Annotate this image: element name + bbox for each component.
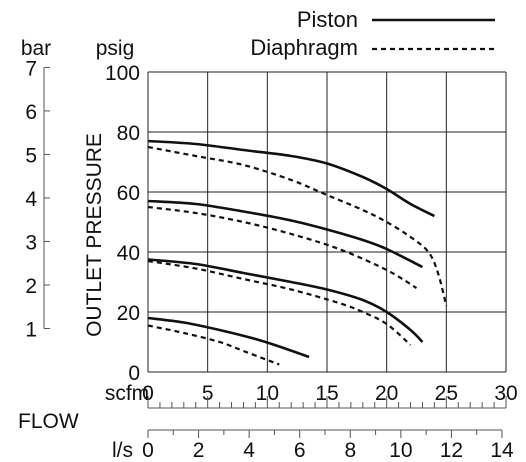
x-tick-label-scfm: 10 <box>256 382 279 405</box>
x-tick-label-scfm: 0 <box>142 382 154 405</box>
series-line-piston <box>147 316 310 359</box>
y-tick-label-psig: 40 <box>117 242 140 265</box>
x-tick-label-ls: 8 <box>344 439 356 462</box>
x-tick-label-ls: 6 <box>294 439 306 462</box>
legend-label-piston: Piston <box>297 7 358 32</box>
y-tick-label-bar: 4 <box>25 188 37 211</box>
x-tick-label-scfm: 15 <box>315 382 338 405</box>
y-tick-label-psig: 80 <box>117 122 140 145</box>
x-tick-label-scfm: 20 <box>375 382 398 405</box>
x-tick-label-ls: 2 <box>193 439 205 462</box>
y-tick-label-bar: 6 <box>25 101 37 124</box>
series-line-diaphragm <box>147 324 280 366</box>
x-tick-label-scfm: 5 <box>202 382 214 405</box>
x-axis-title: FLOW <box>18 410 79 433</box>
y-tick-label-bar: 3 <box>25 231 37 254</box>
legend-label-diaphragm: Diaphragm <box>250 35 358 60</box>
series-layer <box>147 139 448 366</box>
y-tick-label-bar: 7 <box>25 57 37 80</box>
series-line-diaphragm <box>147 259 412 346</box>
y-tick-label-psig: 20 <box>117 302 140 325</box>
x-unit-scfm: scfm <box>105 382 149 405</box>
x-tick-label-scfm: 25 <box>435 382 458 405</box>
x-tick-label-ls: 14 <box>490 439 514 462</box>
series-line-diaphragm <box>147 145 448 307</box>
x-tick-label-ls: 12 <box>440 439 463 462</box>
y-tick-label-bar: 5 <box>25 144 37 167</box>
x-tick-label-scfm: 30 <box>494 382 517 405</box>
series-line-diaphragm <box>147 205 418 289</box>
x-tick-label-ls: 0 <box>142 439 154 462</box>
y-unit-psig: psig <box>96 37 135 60</box>
series-line-piston <box>147 139 435 218</box>
x-tick-label-ls: 10 <box>389 439 412 462</box>
legend: Piston Diaphragm <box>250 7 495 60</box>
y-tick-label-psig: 0 <box>128 362 140 385</box>
y-axis-title: OUTLET PRESSURE <box>83 133 106 337</box>
y-unit-bar: bar <box>21 37 51 60</box>
y-tick-label-bar: 2 <box>25 275 37 298</box>
x-tick-label-ls: 4 <box>243 439 255 462</box>
plot-grid <box>147 71 507 373</box>
series-line-piston <box>147 258 424 343</box>
series-line-piston <box>147 199 424 269</box>
y-tick-label-psig: 100 <box>105 62 140 85</box>
y-tick-label-psig: 60 <box>117 182 140 205</box>
x-unit-ls: l/s <box>112 439 133 462</box>
y-tick-label-bar: 1 <box>25 318 37 341</box>
